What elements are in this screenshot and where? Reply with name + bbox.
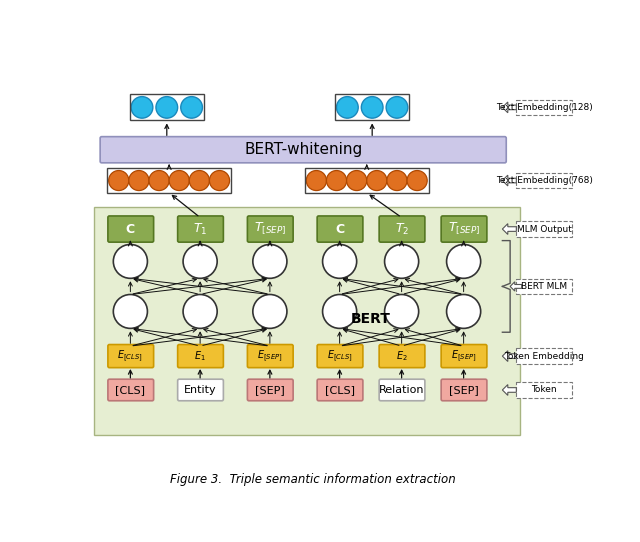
Circle shape [447,244,481,279]
Text: [SEP]: [SEP] [449,385,479,395]
Text: $E_{[CLS]}$: $E_{[CLS]}$ [118,348,143,364]
Bar [305,168,429,193]
Text: $E_{2}$: $E_{2}$ [396,349,408,363]
Text: Token Embedding: Token Embedding [504,352,584,360]
Circle shape [253,294,287,328]
Circle shape [169,171,189,191]
Bar [516,173,572,188]
FancyBboxPatch shape [441,345,487,367]
Bar [516,382,572,398]
Circle shape [323,244,356,279]
FancyBboxPatch shape [441,379,487,401]
Circle shape [209,171,230,191]
Circle shape [385,244,419,279]
Text: BERT MLM: BERT MLM [521,282,567,291]
Text: BERT-whitening: BERT-whitening [244,142,362,157]
Circle shape [385,294,419,328]
Bar [516,279,572,294]
Text: $E_{1}$: $E_{1}$ [195,349,206,363]
Circle shape [109,171,129,191]
Text: MLM Output: MLM Output [516,224,572,234]
Circle shape [129,171,149,191]
FancyBboxPatch shape [317,345,363,367]
FancyBboxPatch shape [441,216,487,242]
FancyBboxPatch shape [248,216,293,242]
FancyBboxPatch shape [100,137,506,163]
Circle shape [131,96,153,118]
Text: [CLS]: [CLS] [324,385,355,395]
Polygon shape [502,224,516,235]
Circle shape [183,294,217,328]
Circle shape [337,96,358,118]
Circle shape [113,244,147,279]
Circle shape [323,294,356,328]
Circle shape [447,294,481,328]
Bar [516,100,572,115]
Polygon shape [502,351,516,362]
Polygon shape [502,175,516,186]
Circle shape [149,171,169,191]
Text: Token: Token [531,385,557,395]
Text: $E_{[SEP]}$: $E_{[SEP]}$ [451,348,477,364]
Circle shape [347,171,367,191]
Bar [107,168,231,193]
Circle shape [113,294,147,328]
FancyBboxPatch shape [248,345,293,367]
FancyBboxPatch shape [317,216,363,242]
FancyBboxPatch shape [317,379,363,401]
Bar [516,221,572,237]
Circle shape [189,171,209,191]
Text: [CLS]: [CLS] [115,385,145,395]
FancyBboxPatch shape [379,345,425,367]
Text: [SEP]: [SEP] [255,385,285,395]
Text: C: C [126,223,135,236]
Polygon shape [502,102,516,113]
Bar [335,94,410,120]
Text: $E_{[CLS]}$: $E_{[CLS]}$ [326,348,353,364]
Circle shape [156,96,178,118]
FancyBboxPatch shape [248,379,293,401]
Circle shape [387,171,407,191]
Polygon shape [502,385,516,395]
Text: Text Embedding(128): Text Embedding(128) [496,103,593,112]
FancyBboxPatch shape [379,216,425,242]
Circle shape [180,96,202,118]
Circle shape [326,171,347,191]
FancyBboxPatch shape [108,216,154,242]
Text: Entity: Entity [184,385,216,395]
Circle shape [307,171,326,191]
Text: C: C [335,223,344,236]
Text: Relation: Relation [379,385,424,395]
FancyBboxPatch shape [178,379,223,401]
Text: $E_{[SEP]}$: $E_{[SEP]}$ [257,348,283,364]
Text: $T_1$: $T_1$ [193,222,207,237]
FancyBboxPatch shape [379,379,425,401]
Circle shape [367,171,387,191]
Circle shape [407,171,428,191]
Circle shape [253,244,287,279]
Text: Figure 3.  Triple semantic information extraction: Figure 3. Triple semantic information ex… [170,473,456,486]
Polygon shape [510,282,522,291]
Bar [129,94,204,120]
Text: $T_2$: $T_2$ [394,222,409,237]
Text: BERT: BERT [351,312,391,326]
Text: $T_{[SEP]}$: $T_{[SEP]}$ [447,221,480,237]
Bar [516,349,572,364]
FancyBboxPatch shape [108,345,154,367]
FancyBboxPatch shape [108,379,154,401]
Bar [94,208,520,435]
Circle shape [362,96,383,118]
FancyBboxPatch shape [178,345,223,367]
Circle shape [183,244,217,279]
Circle shape [386,96,408,118]
Text: $T_{[SEP]}$: $T_{[SEP]}$ [254,221,286,237]
Text: Text Embedding(768): Text Embedding(768) [496,176,593,185]
FancyBboxPatch shape [178,216,223,242]
